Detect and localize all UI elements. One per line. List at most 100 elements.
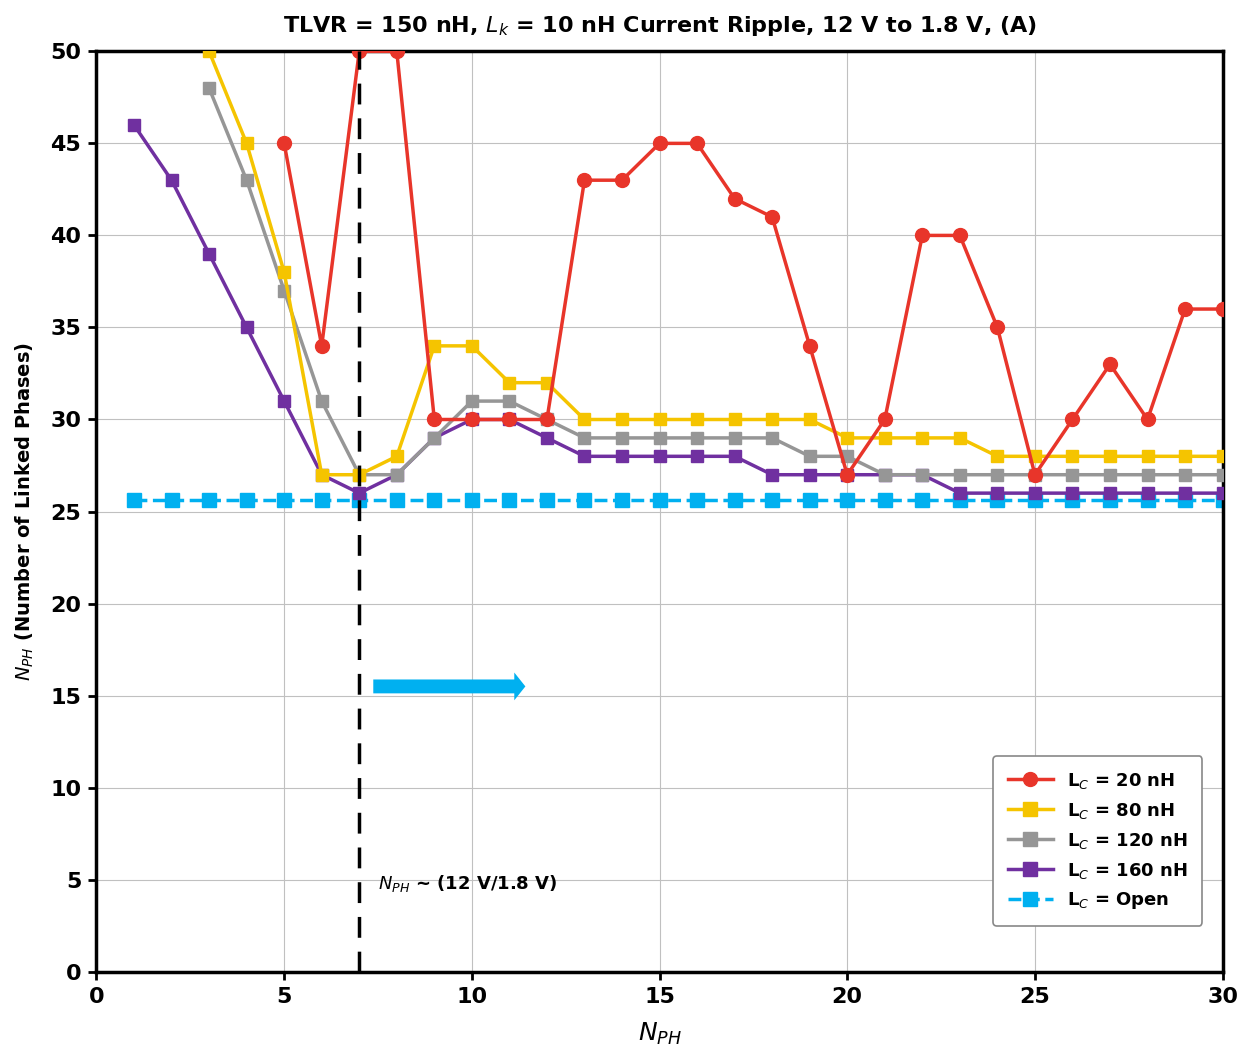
- L$_C$ = Open: [389, 494, 404, 507]
- L$_C$ = 120 nH: [1028, 468, 1043, 481]
- L$_C$ = 160 nH: [765, 468, 780, 481]
- L$_C$ = 160 nH: [1028, 487, 1043, 500]
- L$_C$ = 20 nH: [464, 413, 480, 425]
- L$_C$ = 20 nH: [389, 45, 404, 57]
- L$_C$ = 20 nH: [1141, 413, 1156, 425]
- L$_C$ = Open: [953, 494, 968, 507]
- L$_C$ = 80 nH: [652, 413, 667, 425]
- L$_C$ = 80 nH: [727, 413, 742, 425]
- L$_C$ = 20 nH: [803, 340, 818, 352]
- L$_C$ = Open: [1028, 494, 1043, 507]
- L$_C$ = 160 nH: [1178, 487, 1193, 500]
- L$_C$ = 160 nH: [727, 450, 742, 463]
- L$_C$ = 80 nH: [878, 432, 893, 445]
- L$_C$ = 120 nH: [690, 432, 705, 445]
- L$_C$ = Open: [502, 494, 517, 507]
- L$_C$ = 120 nH: [202, 82, 217, 94]
- L$_C$ = 160 nH: [840, 468, 855, 481]
- Title: TLVR = 150 nH, $L_k$ = 10 nH Current Ripple, 12 V to 1.8 V, (A): TLVR = 150 nH, $L_k$ = 10 nH Current Rip…: [283, 14, 1037, 38]
- L$_C$ = 160 nH: [990, 487, 1005, 500]
- L$_C$ = 120 nH: [1178, 468, 1193, 481]
- L$_C$ = 120 nH: [803, 450, 818, 463]
- L$_C$ = 20 nH: [277, 137, 292, 150]
- Line: L$_C$ = 80 nH: L$_C$ = 80 nH: [203, 45, 1229, 481]
- L$_C$ = Open: [1178, 494, 1193, 507]
- L$_C$ = 80 nH: [915, 432, 930, 445]
- L$_C$ = Open: [1065, 494, 1080, 507]
- L$_C$ = 120 nH: [915, 468, 930, 481]
- L$_C$ = 80 nH: [1141, 450, 1156, 463]
- L$_C$ = 160 nH: [615, 450, 630, 463]
- L$_C$ = 160 nH: [577, 450, 592, 463]
- L$_C$ = 160 nH: [1216, 487, 1231, 500]
- L$_C$ = Open: [126, 494, 141, 507]
- L$_C$ = 20 nH: [577, 174, 592, 187]
- L$_C$ = 80 nH: [953, 432, 968, 445]
- L$_C$ = 80 nH: [765, 413, 780, 425]
- Text: $N_{PH}$ ~ (12 V/1.8 V): $N_{PH}$ ~ (12 V/1.8 V): [378, 873, 557, 894]
- L$_C$ = 20 nH: [1028, 468, 1043, 481]
- L$_C$ = Open: [727, 494, 742, 507]
- L$_C$ = 120 nH: [990, 468, 1005, 481]
- L$_C$ = 160 nH: [803, 468, 818, 481]
- Y-axis label: $N_{PH}$ (Number of Linked Phases): $N_{PH}$ (Number of Linked Phases): [14, 342, 36, 681]
- L$_C$ = 160 nH: [1065, 487, 1080, 500]
- L$_C$ = 80 nH: [352, 468, 367, 481]
- Line: L$_C$ = 20 nH: L$_C$ = 20 nH: [277, 45, 1229, 482]
- L$_C$ = 120 nH: [1216, 468, 1231, 481]
- L$_C$ = 80 nH: [1065, 450, 1080, 463]
- L$_C$ = 120 nH: [878, 468, 893, 481]
- L$_C$ = 120 nH: [352, 468, 367, 481]
- L$_C$ = Open: [352, 494, 367, 507]
- L$_C$ = 120 nH: [727, 432, 742, 445]
- L$_C$ = 120 nH: [389, 468, 404, 481]
- L$_C$ = 20 nH: [1216, 302, 1231, 315]
- L$_C$ = 20 nH: [1103, 358, 1118, 370]
- L$_C$ = 80 nH: [540, 377, 555, 389]
- L$_C$ = 80 nH: [1216, 450, 1231, 463]
- L$_C$ = 20 nH: [1065, 413, 1080, 425]
- L$_C$ = Open: [1141, 494, 1156, 507]
- L$_C$ = 120 nH: [953, 468, 968, 481]
- L$_C$ = 120 nH: [277, 284, 292, 297]
- L$_C$ = 120 nH: [314, 395, 329, 407]
- L$_C$ = 20 nH: [615, 174, 630, 187]
- L$_C$ = 120 nH: [1065, 468, 1080, 481]
- L$_C$ = 20 nH: [765, 211, 780, 224]
- L$_C$ = 120 nH: [765, 432, 780, 445]
- L$_C$ = 20 nH: [352, 45, 367, 57]
- L$_C$ = Open: [540, 494, 555, 507]
- L$_C$ = 120 nH: [540, 413, 555, 425]
- L$_C$ = Open: [577, 494, 592, 507]
- L$_C$ = Open: [615, 494, 630, 507]
- L$_C$ = 20 nH: [314, 340, 329, 352]
- L$_C$ = 80 nH: [990, 450, 1005, 463]
- L$_C$ = 20 nH: [540, 413, 555, 425]
- L$_C$ = 160 nH: [502, 413, 517, 425]
- Line: L$_C$ = 120 nH: L$_C$ = 120 nH: [203, 82, 1229, 481]
- L$_C$ = 20 nH: [990, 321, 1005, 334]
- L$_C$ = Open: [427, 494, 442, 507]
- L$_C$ = 80 nH: [803, 413, 818, 425]
- L$_C$ = 120 nH: [577, 432, 592, 445]
- L$_C$ = 80 nH: [314, 468, 329, 481]
- L$_C$ = 80 nH: [690, 413, 705, 425]
- L$_C$ = 160 nH: [314, 468, 329, 481]
- L$_C$ = Open: [464, 494, 480, 507]
- L$_C$ = 160 nH: [915, 468, 930, 481]
- Legend: L$_C$ = 20 nH, L$_C$ = 80 nH, L$_C$ = 120 nH, L$_C$ = 160 nH, L$_C$ = Open: L$_C$ = 20 nH, L$_C$ = 80 nH, L$_C$ = 12…: [993, 756, 1202, 926]
- L$_C$ = 160 nH: [953, 487, 968, 500]
- L$_C$ = 20 nH: [502, 413, 517, 425]
- L$_C$ = 80 nH: [202, 45, 217, 57]
- L$_C$ = 160 nH: [1103, 487, 1118, 500]
- L$_C$ = 20 nH: [840, 468, 855, 481]
- L$_C$ = 160 nH: [126, 119, 141, 132]
- L$_C$ = 160 nH: [464, 413, 480, 425]
- L$_C$ = 160 nH: [239, 321, 254, 334]
- L$_C$ = 20 nH: [953, 229, 968, 242]
- X-axis label: $N_{PH}$: $N_{PH}$: [637, 1021, 681, 1047]
- L$_C$ = Open: [277, 494, 292, 507]
- L$_C$ = 120 nH: [1103, 468, 1118, 481]
- L$_C$ = 80 nH: [577, 413, 592, 425]
- L$_C$ = 120 nH: [427, 432, 442, 445]
